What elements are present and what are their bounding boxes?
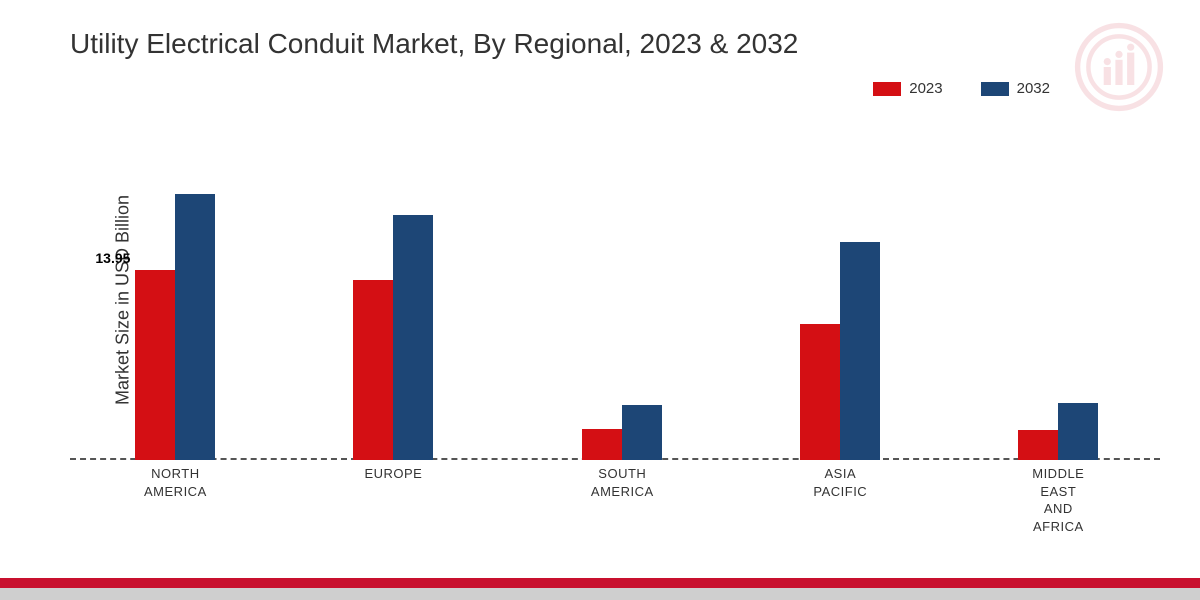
- bar-2032: [1058, 403, 1098, 460]
- legend-label-2023: 2023: [909, 80, 942, 97]
- bar-2032: [393, 215, 433, 460]
- bar-2032: [622, 405, 662, 460]
- x-axis-label: ASIAPACIFIC: [780, 465, 900, 500]
- bar-group: 13.95: [135, 194, 215, 460]
- legend-item-2032: 2032: [981, 80, 1050, 97]
- chart-title: Utility Electrical Conduit Market, By Re…: [70, 28, 798, 60]
- footer-red-bar: [0, 578, 1200, 588]
- bar-value-label: 13.95: [95, 250, 130, 266]
- bar-2023: [353, 280, 393, 460]
- plot-area: 13.95: [70, 160, 1160, 460]
- x-axis-label: EUROPE: [333, 465, 453, 483]
- bar-2032: [175, 194, 215, 460]
- x-axis-label: SOUTHAMERICA: [562, 465, 682, 500]
- legend-label-2032: 2032: [1017, 80, 1050, 97]
- x-axis-label: MIDDLEEASTANDAFRICA: [998, 465, 1118, 535]
- bar-group: [800, 242, 880, 460]
- bar-group: [1018, 403, 1098, 460]
- bar-2023: [135, 270, 175, 460]
- footer-gray-bar: [0, 588, 1200, 600]
- legend-swatch-2032: [981, 82, 1009, 96]
- watermark-icon: [1074, 22, 1164, 112]
- bar-2023: [1018, 430, 1058, 460]
- legend-item-2023: 2023: [873, 80, 942, 97]
- bar-group: [582, 405, 662, 460]
- bar-2023: [800, 324, 840, 460]
- legend: 2023 2032: [873, 80, 1050, 97]
- legend-swatch-2023: [873, 82, 901, 96]
- x-axis-label: NORTHAMERICA: [115, 465, 235, 500]
- bar-group: [353, 215, 433, 460]
- bar-2032: [840, 242, 880, 460]
- footer-band: [0, 578, 1200, 600]
- bar-2023: [582, 429, 622, 460]
